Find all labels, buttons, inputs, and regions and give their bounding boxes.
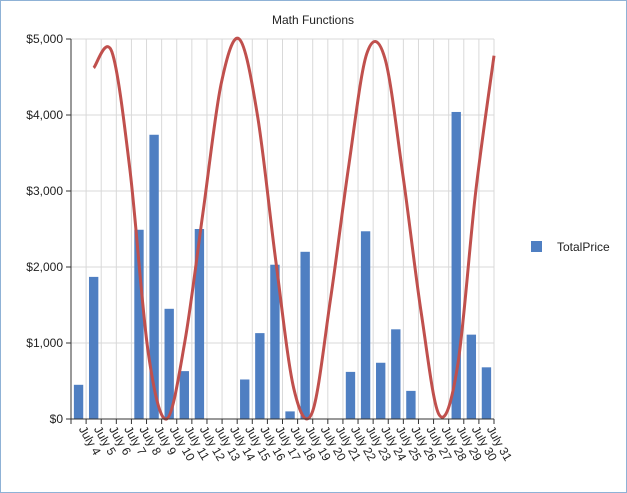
bar-july-5	[88, 276, 99, 419]
bar-july-16	[255, 333, 265, 419]
bar-july-4	[73, 384, 84, 419]
bar-july-23	[360, 231, 371, 419]
y-tick-label: $3,000	[26, 184, 63, 198]
bar-july-19	[300, 251, 310, 419]
bar-july-25	[391, 329, 401, 419]
line-series	[92, 36, 496, 421]
bar-july-9	[149, 134, 159, 419]
bar-july-17	[270, 264, 280, 419]
bar-july-10	[164, 308, 174, 419]
legend: TotalPrice	[531, 240, 610, 254]
y-tick-label: $0	[50, 412, 64, 426]
y-tick-label: $5,000	[26, 32, 63, 46]
bar-july-29	[451, 111, 461, 420]
chart-title: Math Functions	[272, 13, 354, 27]
function-curve	[92, 36, 496, 421]
bar-july-26	[406, 390, 416, 419]
bar-july-22	[345, 371, 356, 419]
bar-july-24	[376, 362, 386, 419]
bar-july-11	[179, 371, 189, 419]
bar-july-18	[285, 411, 295, 419]
bars	[73, 111, 492, 420]
bar-july-31	[481, 367, 492, 419]
bar-july-8	[134, 229, 144, 419]
grid	[70, 38, 495, 420]
bar-july-12	[194, 229, 205, 419]
legend-label-totalprice: TotalPrice	[557, 240, 610, 254]
bar-july-15	[240, 379, 250, 419]
y-tick-label: $4,000	[26, 108, 63, 122]
bar-july-30	[466, 334, 477, 419]
y-tick-label: $2,000	[26, 260, 63, 274]
y-tick-label: $1,000	[26, 336, 63, 350]
legend-swatch-totalprice	[531, 241, 542, 252]
